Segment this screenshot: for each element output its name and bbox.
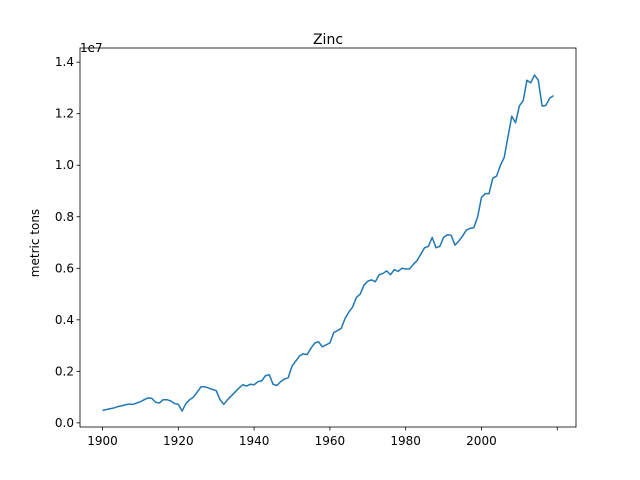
x-tick-label: 1960 — [315, 434, 346, 448]
line-series — [102, 74, 554, 412]
x-tick-label: 1900 — [87, 434, 118, 448]
y-tick-label: 0.8 — [55, 210, 74, 224]
y-tick-label: 0.2 — [55, 364, 74, 378]
y-tick-label: 1.4 — [55, 55, 74, 69]
plot-frame — [79, 47, 577, 428]
y-tick-label: 1.0 — [55, 158, 74, 172]
x-tick-label: 1940 — [239, 434, 270, 448]
y-axis-label: metric tons — [28, 209, 42, 277]
y-tick-label: 0.0 — [55, 416, 74, 430]
chart-title: Zinc — [313, 32, 343, 48]
x-tick-label: 1980 — [390, 434, 421, 448]
y-tick-label: 0.4 — [55, 313, 74, 327]
y-tick-label: 1.2 — [55, 107, 74, 121]
x-tick-label: 2000 — [466, 434, 497, 448]
x-tick-label: 1920 — [163, 434, 194, 448]
y-tick-label: 0.6 — [55, 261, 74, 275]
y-offset-label: 1e7 — [80, 41, 103, 55]
